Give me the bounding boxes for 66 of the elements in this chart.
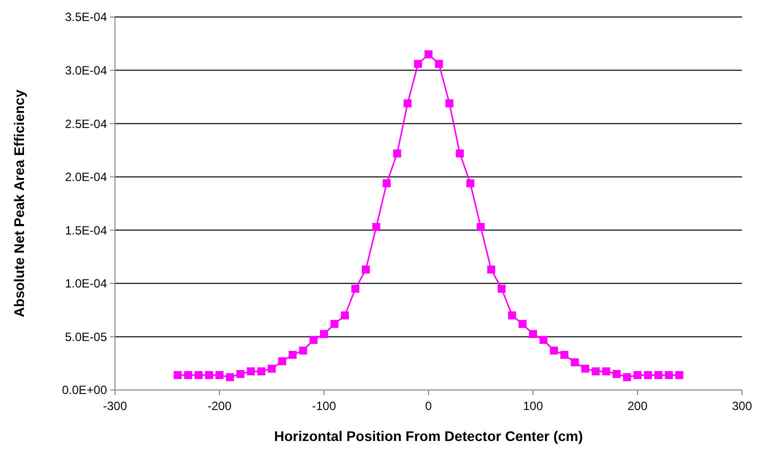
y-tick-label: 0.0E+00: [62, 383, 108, 398]
point: [382, 179, 391, 188]
point: [310, 336, 318, 344]
x-tick-label: -200: [207, 399, 232, 413]
x-tick-label: -300: [102, 399, 128, 413]
point: [288, 350, 297, 359]
x-tick-label: 200: [627, 399, 648, 413]
point: [498, 284, 506, 293]
point: [372, 222, 380, 231]
point: [456, 149, 464, 158]
point: [487, 266, 496, 274]
y-tick-label: 3.5E-04: [64, 10, 108, 24]
x-tick-label: 300: [732, 399, 752, 413]
point: [174, 371, 182, 380]
point: [518, 320, 527, 328]
point: [644, 371, 652, 380]
point: [393, 149, 402, 158]
y-tick-label: 2.0E-04: [64, 170, 108, 184]
point: [351, 284, 360, 293]
point: [623, 373, 632, 382]
x-axis-title: Horizontal Position From Detector Center (cm): [274, 428, 583, 444]
point: [414, 60, 422, 68]
point: [268, 364, 276, 373]
point: [581, 364, 590, 373]
point: [184, 371, 192, 380]
point: [550, 346, 558, 355]
point: [340, 311, 349, 320]
point: [476, 222, 485, 231]
point: [466, 179, 474, 188]
point: [508, 311, 516, 320]
point: [570, 358, 579, 366]
point: [330, 320, 338, 328]
point: [634, 371, 642, 380]
point: [320, 330, 328, 338]
point: [246, 367, 255, 376]
point: [529, 330, 537, 338]
point: [362, 266, 370, 274]
y-tick-label: 1.0E-04: [64, 276, 108, 291]
point: [675, 371, 684, 380]
point: [299, 346, 308, 355]
y-tick-label: 2.5E-04: [64, 116, 108, 131]
point: [226, 373, 234, 382]
point: [205, 371, 214, 380]
point: [592, 367, 600, 376]
y-tick-label: 5.0E-05: [64, 330, 108, 344]
point: [278, 357, 286, 366]
point: [236, 370, 244, 378]
point: [539, 336, 548, 344]
y-tick-label: 3.0E-04: [64, 63, 108, 78]
x-tick-label: -100: [312, 399, 336, 413]
x-tick-label: 100: [522, 399, 544, 413]
point: [194, 371, 203, 380]
point: [257, 367, 266, 376]
point: [216, 371, 224, 380]
point: [612, 370, 621, 378]
point: [434, 60, 443, 68]
point: [424, 50, 432, 58]
point: [654, 371, 662, 380]
point: [560, 350, 568, 359]
point: [664, 371, 673, 380]
point: [404, 99, 412, 108]
x-tick-label: 0: [425, 399, 432, 413]
point: [602, 367, 610, 376]
y-axis-title: Absolute Net Peak Area Efficiency: [11, 90, 27, 318]
point: [445, 99, 454, 108]
y-tick-label: 1.5E-04: [64, 223, 108, 238]
